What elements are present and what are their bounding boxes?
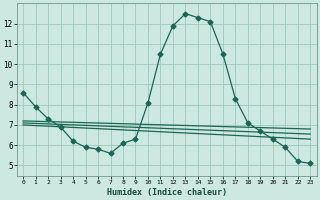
X-axis label: Humidex (Indice chaleur): Humidex (Indice chaleur) xyxy=(107,188,227,197)
